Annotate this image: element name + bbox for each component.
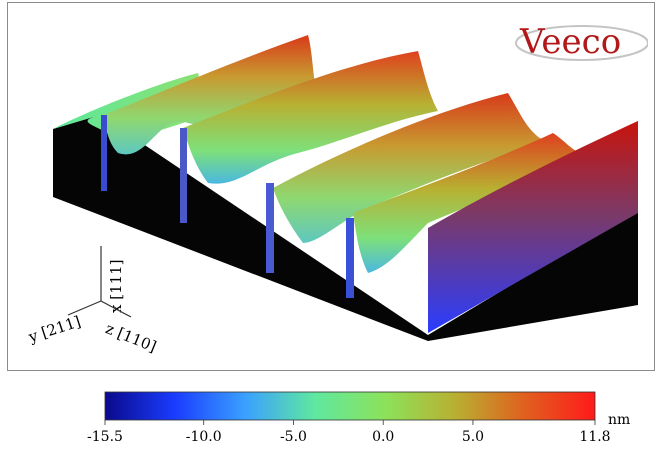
trench-wall-2 [180, 128, 187, 223]
right-wall [428, 121, 638, 333]
colorbar-tick-label: 0.0 [372, 429, 395, 445]
veeco-logo: Veeco [508, 17, 649, 65]
ridge-3 [183, 51, 438, 184]
trench-wall-4 [346, 218, 354, 298]
ridge-4 [273, 93, 548, 243]
colorbar [104, 391, 596, 425]
colorbar-tick-label: 11.8 [579, 429, 611, 445]
trench-wall-1 [101, 115, 107, 191]
colorbar-tick-label: -10.0 [185, 429, 222, 445]
colorbar-unit: nm [608, 412, 631, 428]
colorbar-tick-label: -15.5 [87, 429, 123, 445]
colorbar-tick-label: -5.0 [279, 429, 307, 445]
colorbar-gradient [104, 391, 596, 421]
trench-wall-3 [266, 183, 274, 273]
ridge-2 [103, 35, 318, 155]
base-block [53, 115, 428, 341]
ridge-5 [353, 133, 588, 273]
axis-triad [67, 246, 132, 318]
surface-plot-frame: Veeco x [111] y [211] z [110] [7, 2, 655, 371]
colorbar-tick-label: 5.0 [461, 429, 485, 445]
surface-3d-render [53, 35, 638, 341]
logo-text: Veeco [519, 22, 621, 62]
